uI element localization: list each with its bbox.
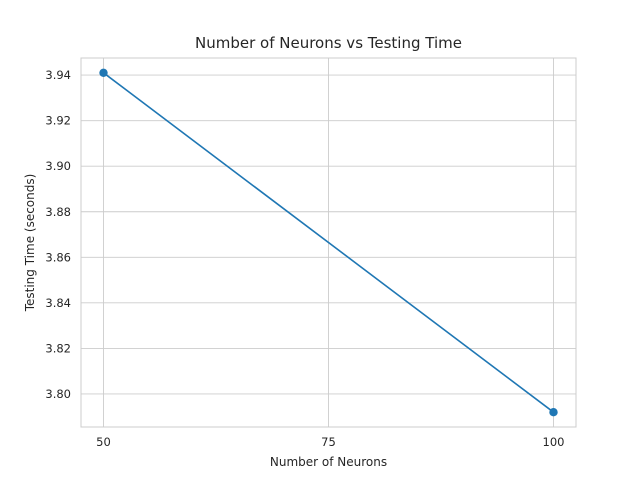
x-tick-label: 50: [96, 435, 111, 449]
x-tick-label: 100: [543, 435, 565, 449]
series-line: [102, 72, 555, 413]
data-point: [549, 407, 558, 417]
y-tick-label: 3.88: [45, 205, 71, 219]
chart-title: Number of Neurons vs Testing Time: [195, 34, 462, 52]
grid: [81, 58, 576, 427]
x-axis-label: Number of Neurons: [270, 455, 387, 469]
y-tick-label: 3.82: [45, 341, 71, 355]
y-axis-label: Testing Time (seconds): [23, 174, 37, 313]
y-tick-labels: 3.80 3.82 3.84 3.86 3.88 3.90 3.92 3.94: [45, 68, 71, 401]
y-tick-label: 3.84: [45, 296, 71, 310]
y-tick-label: 3.90: [45, 159, 71, 173]
y-tick-label: 3.86: [45, 250, 71, 264]
x-tick-labels: 50 75 100: [96, 435, 564, 449]
y-tick-label: 3.94: [45, 68, 71, 82]
y-tick-label: 3.92: [45, 114, 71, 128]
y-tick-label: 3.80: [45, 387, 71, 401]
data-point: [99, 68, 108, 78]
series-group: [99, 68, 558, 417]
plot-frame: [80, 57, 577, 428]
x-tick-label: 75: [321, 435, 336, 449]
